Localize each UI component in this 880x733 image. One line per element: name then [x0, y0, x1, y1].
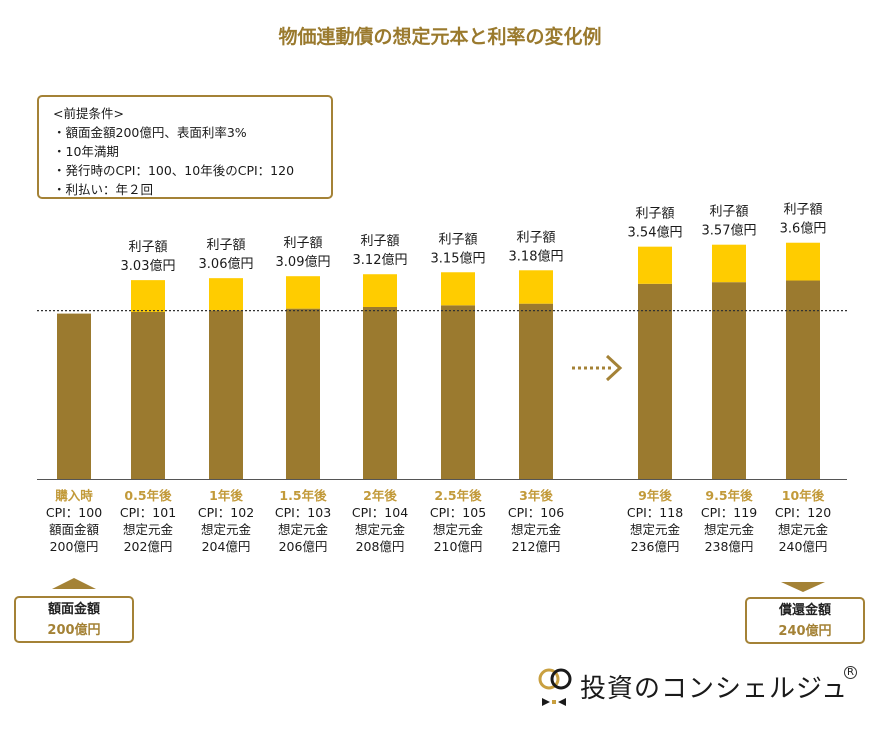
principal-type-label: 想定元金 — [433, 522, 484, 537]
interest-bar — [286, 276, 320, 309]
principal-bar — [638, 283, 672, 479]
interest-heading-label: 利子額 — [438, 232, 477, 247]
category-label: 3年後 — [519, 488, 553, 503]
principal-value-label: 212億円 — [512, 539, 561, 554]
brand-logo: 投資のコンシェルジュ R — [536, 664, 866, 710]
interest-bar — [519, 270, 553, 304]
interest-bar — [363, 274, 397, 307]
condition-item: ・10年満期 — [53, 144, 119, 159]
principal-value-label: 210億円 — [434, 539, 483, 554]
principal-type-label: 想定元金 — [704, 522, 755, 537]
chart-title: 物価連動債の想定元本と利率の変化例 — [278, 26, 602, 48]
redemption-box: 償還金額 240億円 — [745, 597, 865, 644]
cpi-label: CPI：118 — [627, 505, 683, 520]
interest-value-label: 3.06億円 — [199, 256, 254, 272]
conditions-heading: <前提条件> — [53, 106, 124, 121]
category-label: 1.5年後 — [279, 488, 327, 503]
brand-mark-icon — [538, 668, 572, 706]
principal-bar — [209, 310, 243, 479]
category-label: 9.5年後 — [705, 488, 753, 503]
conditions-box: <前提条件> ・額面金額200億円、表面利率3% ・10年満期 ・発行時のCPI… — [37, 95, 333, 199]
cpi-label: CPI：120 — [775, 505, 831, 520]
chart-area: 購入時 CPI：100 額面金額 200億円 利子額 3.03億円 0.5年後 CPI：101… — [37, 203, 847, 592]
category-label: 1年後 — [209, 488, 243, 503]
principal-value-label: 238億円 — [705, 539, 754, 554]
interest-value-label: 3.03億円 — [121, 258, 176, 274]
principal-bar — [286, 308, 320, 479]
principal-value-label: 202億円 — [124, 539, 173, 554]
principal-type-label: 想定元金 — [778, 522, 829, 537]
registered-mark-icon: R — [844, 666, 857, 679]
principal-bar — [786, 280, 820, 479]
condition-item: ・額面金額200億円、表面利率3% — [53, 125, 247, 140]
principal-type-label: 想定元金 — [123, 522, 174, 537]
up-triangle-icon — [52, 578, 96, 589]
condition-item: ・利払い：年２回 — [53, 182, 154, 197]
interest-bar — [209, 278, 243, 311]
interest-bar — [441, 272, 475, 306]
principal-bar — [131, 311, 165, 479]
interest-value-label: 3.12億円 — [353, 252, 408, 268]
condition-item: ・発行時のCPI：100、10年後のCPI：120 — [53, 163, 295, 178]
principal-value-label: 204億円 — [202, 539, 251, 554]
cpi-label: CPI：103 — [275, 505, 331, 520]
interest-value-label: 3.6億円 — [780, 221, 827, 237]
principal-type-label: 想定元金 — [630, 522, 681, 537]
interest-heading-label: 利子額 — [709, 205, 748, 220]
redemption-label: 償還金額 — [778, 603, 831, 618]
category-label: 購入時 — [54, 488, 93, 503]
category-label: 0.5年後 — [124, 488, 172, 503]
cpi-label: CPI：104 — [352, 505, 408, 520]
principal-type-label: 想定元金 — [355, 522, 406, 537]
interest-heading-label: 利子額 — [360, 234, 399, 249]
category-label: 9年後 — [638, 488, 672, 503]
principal-bar — [363, 306, 397, 479]
principal-bar — [712, 282, 746, 479]
brand-name: 投資のコンシェルジュ — [580, 674, 849, 704]
principal-value-label: 200億円 — [50, 539, 99, 554]
face-value-box: 額面金額 200億円 — [14, 596, 134, 643]
interest-bar — [712, 244, 746, 283]
interest-heading-label: 利子額 — [128, 240, 167, 255]
principal-value-label: 240億円 — [779, 539, 828, 554]
interest-value-label: 3.57億円 — [702, 223, 757, 239]
interest-heading-label: 利子額 — [635, 207, 674, 222]
interest-value-label: 3.54億円 — [628, 225, 683, 241]
interest-value-label: 3.09億円 — [276, 254, 331, 270]
interest-heading-label: 利子額 — [206, 238, 245, 253]
interest-heading-label: 利子額 — [783, 203, 822, 218]
principal-bar — [519, 303, 553, 479]
face-value-label: 額面金額 — [47, 602, 100, 617]
interest-heading-label: 利子額 — [516, 230, 555, 245]
interest-value-label: 3.18億円 — [509, 248, 564, 264]
category-label: 2年後 — [363, 488, 397, 503]
interest-bar — [786, 242, 820, 281]
principal-type-label: 想定元金 — [511, 522, 562, 537]
cpi-label: CPI：105 — [430, 505, 486, 520]
principal-type-label: 想定元金 — [201, 522, 252, 537]
interest-bar — [638, 246, 672, 284]
redemption-amount: 240億円 — [778, 624, 832, 639]
interest-bar — [131, 280, 165, 312]
cpi-label: CPI：119 — [701, 505, 757, 520]
category-label: 2.5年後 — [434, 488, 482, 503]
principal-type-label: 想定元金 — [278, 522, 329, 537]
principal-value-label: 206億円 — [279, 539, 328, 554]
principal-type-label: 額面金額 — [49, 522, 100, 537]
skip-arrow-head-icon — [605, 354, 623, 382]
cpi-label: CPI：102 — [198, 505, 254, 520]
principal-value-label: 208億円 — [356, 539, 405, 554]
cpi-label: CPI：101 — [120, 505, 176, 520]
interest-heading-label: 利子額 — [283, 236, 322, 251]
principal-bar — [57, 313, 91, 479]
face-value-amount: 200億円 — [47, 623, 101, 638]
principal-bar — [441, 305, 475, 479]
cpi-label: CPI：106 — [508, 505, 564, 520]
cpi-label: CPI：100 — [46, 505, 102, 520]
down-triangle-icon — [781, 582, 825, 592]
principal-value-label: 236億円 — [631, 539, 680, 554]
category-label: 10年後 — [782, 488, 825, 503]
interest-value-label: 3.15億円 — [431, 250, 486, 266]
